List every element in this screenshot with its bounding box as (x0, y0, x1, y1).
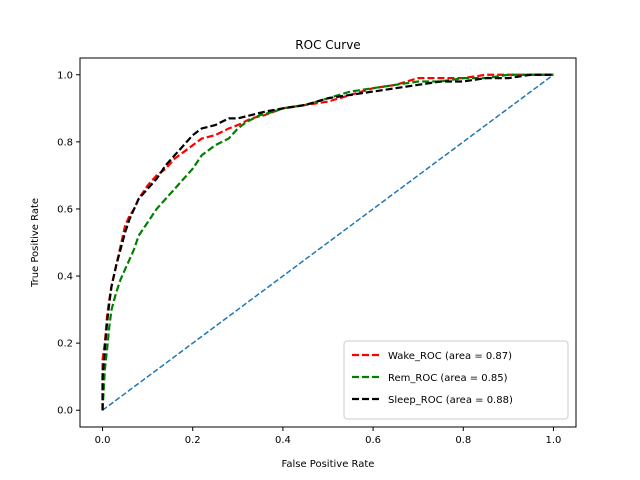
y-tick-label: 0.2 (57, 339, 73, 350)
x-tick-label: 0.6 (365, 435, 381, 446)
series-line-0 (101, 73, 554, 411)
series-line-2 (101, 73, 554, 411)
legend-entry: Wake_ROC (area = 0.87) (388, 351, 512, 362)
y-axis-ticks: 0.0 0.2 0.4 0.6 0.8 1.0 (57, 70, 80, 417)
x-axis-label: False Positive Rate (282, 459, 375, 470)
x-tick-label: 0.4 (275, 435, 291, 446)
series-line-1 (101, 73, 554, 411)
y-tick-label: 0.6 (57, 204, 73, 215)
chart-title: ROC Curve (295, 38, 360, 52)
y-tick-label: 1.0 (57, 70, 73, 81)
legend-entry: Rem_ROC (area = 0.85) (388, 373, 508, 384)
legend-box (343, 340, 569, 420)
series-layer (101, 73, 554, 411)
x-tick-label: 0.0 (95, 435, 111, 446)
x-tick-label: 0.8 (455, 435, 471, 446)
y-tick-label: 0.0 (57, 406, 73, 417)
y-tick-label: 0.8 (57, 137, 73, 148)
chance-diagonal-line (102, 74, 554, 411)
y-axis-label: True Positive Rate (30, 198, 41, 288)
legend: Wake_ROC (area = 0.87) Rem_ROC (area = 0.… (343, 340, 569, 420)
x-tick-label: 1.0 (546, 435, 562, 446)
legend-entry: Sleep_ROC (area = 0.88) (388, 395, 513, 406)
x-tick-label: 0.2 (185, 435, 201, 446)
diagonal-layer (102, 74, 554, 411)
plot-frame (79, 57, 577, 428)
x-axis-ticks: 0.0 0.2 0.4 0.6 0.8 1.0 (95, 427, 562, 446)
y-tick-label: 0.4 (57, 272, 73, 283)
